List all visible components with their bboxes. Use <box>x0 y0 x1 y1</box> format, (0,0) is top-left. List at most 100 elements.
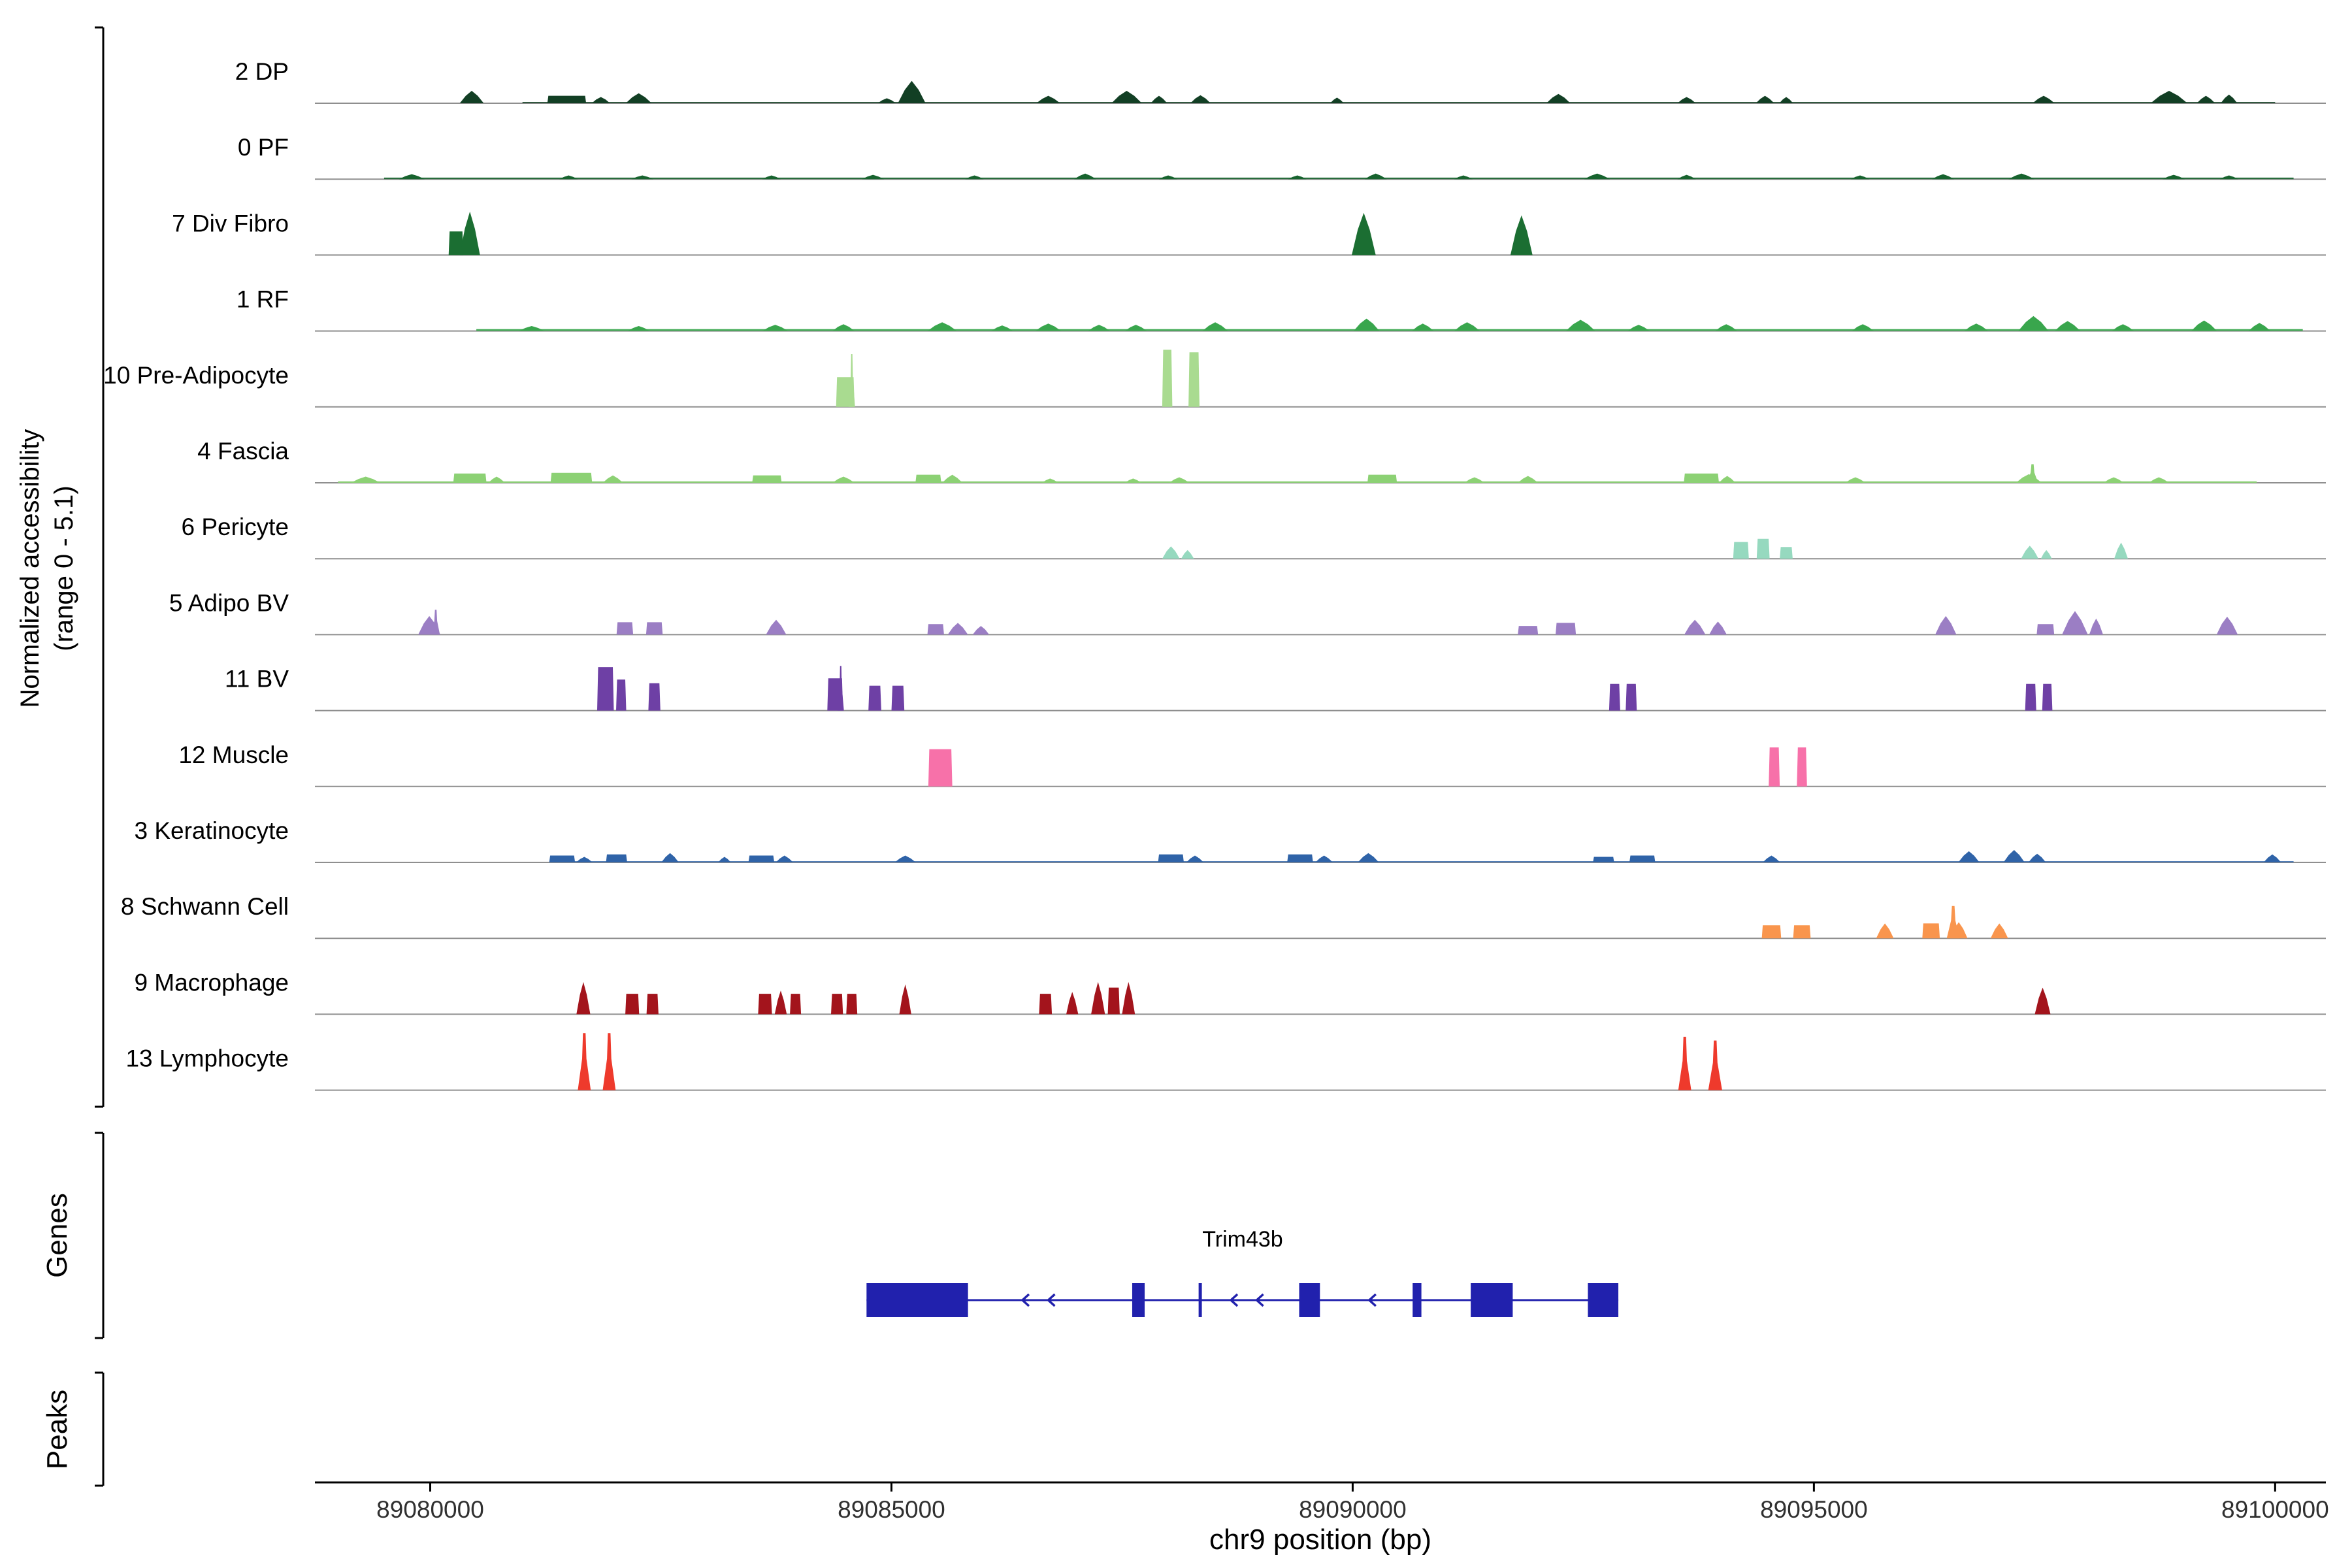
signal-peak <box>578 1033 591 1090</box>
track-13-lymphocyte: 13 Lymphocyte <box>125 1033 2326 1091</box>
signal-peak <box>1288 175 1307 180</box>
track-0-pf: 0 PF <box>238 134 2326 180</box>
signal-peak <box>1625 683 1637 711</box>
signal-peak <box>1627 325 1650 331</box>
signal-peak <box>1719 476 1736 483</box>
signal-peak <box>832 476 855 483</box>
signal-peak <box>762 325 789 331</box>
signal-peak <box>1518 626 1539 635</box>
signal-peak <box>1950 922 1968 939</box>
signal-peak <box>1565 319 1595 331</box>
signal-peak <box>2062 611 2088 635</box>
signal-peak <box>928 749 953 787</box>
signal-peak <box>891 685 905 711</box>
signal-peak <box>1364 173 1387 180</box>
signal-peak <box>606 854 627 862</box>
y-axis-label: Normalized accessibility (range 0 - 5.1) <box>13 429 81 708</box>
signal-peak <box>2197 95 2215 103</box>
gene-name-label: Trim43b <box>1202 1227 1283 1252</box>
signal-peak <box>877 98 896 103</box>
signal-peak <box>1793 925 1811 939</box>
signal-peak <box>832 324 855 331</box>
signal-peak <box>1990 923 2008 939</box>
signal-peak <box>597 667 614 711</box>
signal-peak <box>1088 325 1111 331</box>
signal-peak <box>899 984 911 1015</box>
signal-peak <box>576 982 591 1015</box>
signal-peak <box>1708 1040 1722 1090</box>
signal-peak <box>1845 477 1866 483</box>
signal-peak <box>1124 478 1142 483</box>
signal-peak <box>718 857 731 862</box>
signal-peak <box>2018 316 2049 331</box>
x-tick-label: 89095000 <box>1760 1496 1868 1523</box>
signal-peak <box>1756 538 1770 559</box>
strand-arrow-icon <box>1229 1293 1239 1307</box>
signal-peak <box>431 610 440 635</box>
signal-peak <box>1315 855 1333 862</box>
signal-peak <box>1677 174 1696 180</box>
peaks-section-label: Peaks <box>41 1389 73 1470</box>
track-label-4-fascia: 4 Fascia <box>197 438 289 465</box>
gene-model-trim43b <box>866 1283 1619 1317</box>
signal-peak <box>648 683 661 711</box>
signal-peak <box>616 679 627 711</box>
signal-peak <box>2114 542 2129 559</box>
y-axis-label-line1: Normalized accessibility <box>16 429 44 708</box>
signal-peak <box>1186 855 1204 862</box>
signal-peak <box>645 622 663 635</box>
signal-peak <box>898 80 926 103</box>
track-10-pre-adipocyte: 10 Pre-Adipocyte <box>103 350 2326 408</box>
signal-peak <box>559 175 578 180</box>
signal-peak <box>519 326 545 331</box>
signal-peak <box>1797 747 1807 787</box>
genes-section-label: Genes <box>41 1193 73 1278</box>
signal-peak <box>625 994 640 1015</box>
signal-peak <box>2163 174 2185 180</box>
signal-peak <box>1036 95 1060 103</box>
signal-peak <box>488 476 505 483</box>
signal-fuzz <box>550 861 2294 862</box>
strand-arrow-icon <box>1046 1293 1056 1307</box>
signal-peak <box>1111 91 1142 103</box>
signal-peak <box>1756 95 1774 103</box>
track-5-adipo-bv: 5 Adipo BV <box>169 589 2326 636</box>
signal-peak <box>1162 350 1173 407</box>
track-8-schwann-cell: 8 Schwann Cell <box>121 893 2326 939</box>
signal-peak <box>1091 982 1105 1015</box>
exon <box>1132 1283 1145 1317</box>
track-label-8-schwann-cell: 8 Schwann Cell <box>121 893 289 920</box>
signal-peak <box>1779 97 1793 103</box>
signal-peak <box>2221 94 2238 103</box>
signal-peak <box>1107 987 1120 1015</box>
signal-peak <box>868 685 881 711</box>
signal-peak <box>576 857 593 862</box>
signal-fuzz <box>476 329 2303 331</box>
signal-peak <box>1852 324 1874 331</box>
track-label-6-pericyte: 6 Pericyte <box>181 514 289 540</box>
signal-peak <box>1677 97 1696 103</box>
signal-peak <box>1510 215 1533 255</box>
signal-peak <box>1367 474 1397 483</box>
track-label-13-lymphocyte: 13 Lymphocyte <box>125 1045 289 1072</box>
signal-peak <box>591 97 610 103</box>
signal-peak <box>627 326 650 331</box>
track-label-12-muscle: 12 Muscle <box>178 742 289 768</box>
signal-peak <box>2028 853 2046 862</box>
signal-peak <box>774 990 787 1015</box>
x-axis: 89080000 89085000 89090000 89095000 89100000 <box>315 1481 2329 1523</box>
signal-peak <box>549 855 576 862</box>
track-label-10-pre-adipocyte: 10 Pre-Adipocyte <box>103 362 289 389</box>
peaks-axis-bracket <box>95 1371 105 1487</box>
signal-peak <box>1761 925 1782 939</box>
track-1-rf: 1 RF <box>237 286 2326 332</box>
exon <box>1299 1283 1320 1317</box>
signal-peak <box>1932 174 1954 180</box>
exon <box>1198 1283 1202 1317</box>
signal-peak <box>1709 621 1727 635</box>
signal-peak <box>1593 857 1614 862</box>
signal-peak <box>1202 322 1228 331</box>
signal-peak <box>1780 547 1793 559</box>
